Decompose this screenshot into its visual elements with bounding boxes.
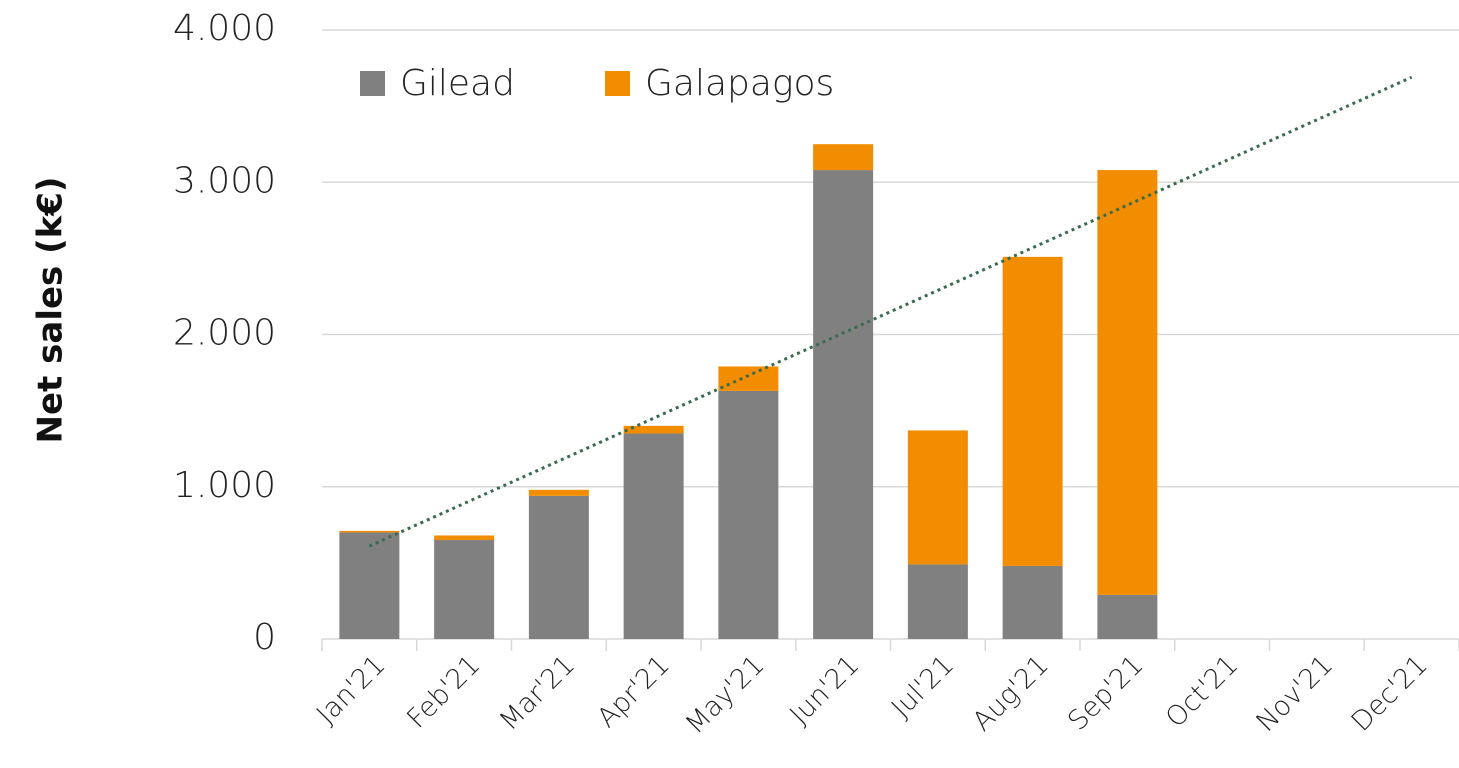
- x-tick-label: Aug'21: [967, 649, 1055, 737]
- bar-segment: [718, 390, 779, 639]
- x-tick-label: Jun'21: [784, 649, 865, 730]
- bar-segment: [907, 430, 968, 565]
- y-tick-label: 3.000: [173, 160, 276, 201]
- y-tick-label: 0: [253, 617, 276, 658]
- legend-swatch: [360, 71, 385, 96]
- x-tick-label: Jul'21: [886, 649, 961, 724]
- legend-label: Galapagos: [645, 63, 834, 104]
- x-tick-label: Nov'21: [1250, 649, 1339, 738]
- bar-segment: [528, 489, 589, 496]
- bar-segment: [623, 425, 684, 434]
- x-tick-label: Apr'21: [591, 649, 675, 733]
- x-tick-label: Dec'21: [1345, 649, 1433, 737]
- bar-segment: [907, 564, 968, 639]
- y-tick-label: 4.000: [173, 8, 276, 49]
- x-tick-label: Feb'21: [401, 649, 486, 734]
- bar-segment: [1002, 565, 1063, 639]
- bar-segment: [623, 433, 684, 639]
- bar-segment: [1097, 170, 1158, 595]
- bar-segment: [434, 535, 495, 541]
- legend-swatch: [605, 71, 630, 96]
- y-axis-label: Net sales (k€): [31, 177, 71, 444]
- bar-segment: [528, 495, 589, 639]
- bar-segment: [339, 532, 400, 639]
- bar-segment: [339, 530, 400, 533]
- bar-segment: [813, 144, 874, 171]
- x-tick-label: Mar'21: [494, 649, 581, 736]
- bar-segment: [1002, 256, 1063, 566]
- x-tick-label: Oct'21: [1160, 649, 1244, 733]
- x-tick-label: Jan'21: [311, 649, 392, 730]
- legend-label: Gilead: [400, 63, 515, 104]
- x-tick-label: May'21: [680, 649, 771, 740]
- bar-segment: [1097, 594, 1158, 639]
- y-tick-label: 2.000: [173, 313, 276, 354]
- trend-line: [368, 75, 1413, 548]
- y-tick-label: 1.000: [173, 465, 276, 506]
- bar-segment: [813, 170, 874, 639]
- x-tick-label: Sep'21: [1062, 649, 1149, 736]
- bar-segment: [718, 366, 779, 391]
- bar-segment: [434, 540, 495, 639]
